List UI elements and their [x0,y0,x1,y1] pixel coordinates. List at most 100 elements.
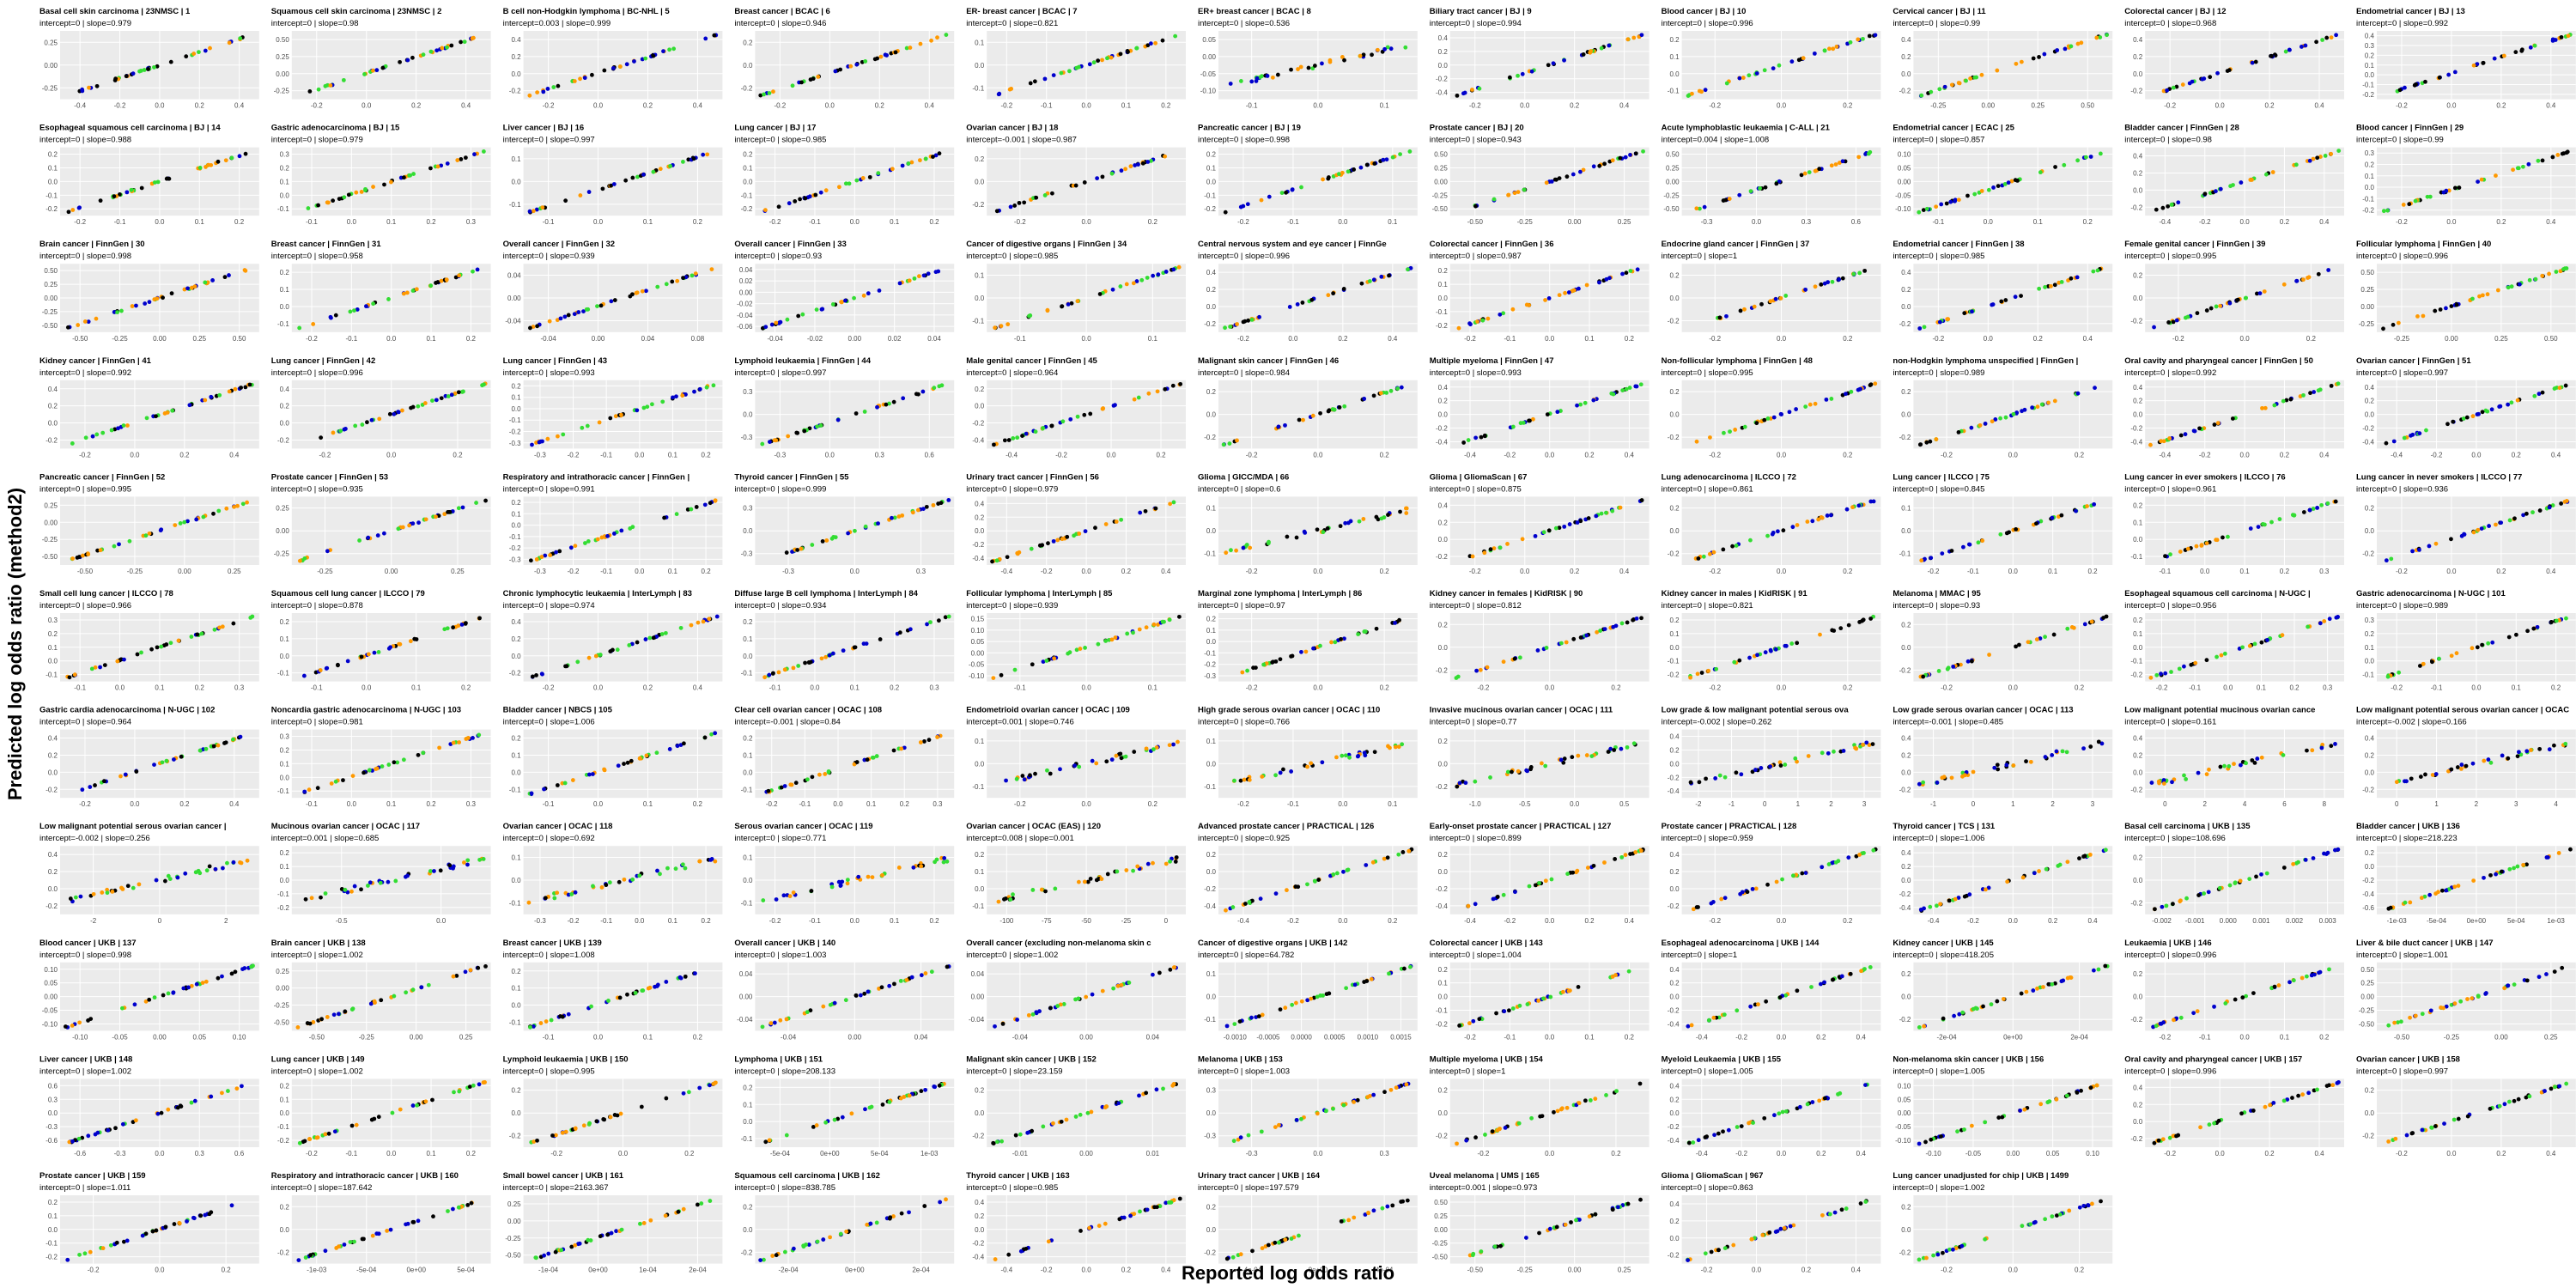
data-point [1463,781,1468,786]
data-point [767,440,772,445]
data-point [2064,750,2069,755]
y-tick-label: -0.2 [2130,204,2142,211]
data-point [2470,761,2476,766]
data-point [227,40,232,46]
data-point [1153,40,1158,46]
data-point [1027,313,1031,319]
x-tick-label: 0.1 [850,684,860,692]
y-tick-label: 0.0 [1438,411,1449,419]
facet-panel: Male genital cancer | FinnGen | 45interc… [966,356,1186,459]
data-point [2459,766,2464,771]
y-tick-label: -0.2 [1668,434,1680,441]
data-point [573,890,578,895]
y-tick-label: 0.04 [739,266,753,274]
data-point [1456,325,1461,331]
y-tick-label: 0.0 [1206,178,1217,185]
data-point [2454,651,2459,656]
facet-title: Male genital cancer | FinnGen | 45 [966,356,1097,366]
data-point [1176,264,1182,270]
data-point [1581,167,1586,173]
facet-regression-label: intercept=0 | slope=0.994 [1430,19,1522,28]
x-tick-label: 0.0 [593,800,604,808]
data-point [134,303,138,308]
y-tick-label: 0.2 [2133,617,2143,624]
data-point [396,410,401,415]
data-point [1936,669,1941,673]
data-point [309,896,314,901]
data-point [678,625,683,630]
x-tick-label: 0.1 [890,917,900,925]
data-point [117,192,122,197]
x-tick-label: 0.2 [453,451,463,459]
x-tick-label: 0.0 [2446,218,2457,226]
data-point [1633,151,1638,156]
data-point [586,190,592,194]
data-point [460,505,465,510]
data-point [1289,67,1293,72]
data-point [2336,149,2342,154]
data-point [1830,628,1835,633]
data-point [463,155,468,161]
data-point [539,671,544,677]
y-tick-label: -0.2 [1899,88,1911,95]
data-point [1361,517,1366,521]
data-point [1238,79,1243,83]
data-point [2303,43,2308,48]
y-tick-label: -0.2 [277,904,289,912]
x-tick-label: 0.1 [866,800,877,808]
data-point [2451,419,2456,424]
facet-regression-label: intercept=-0.002 | slope=0.262 [1662,718,1772,727]
y-tick-label: 0.00 [507,295,521,302]
data-point [1367,279,1372,283]
data-point [1741,76,1746,80]
data-point [216,508,222,513]
facet-title: Chronic lymphocytic leukaemia | InterLym… [503,589,692,598]
data-point [1066,301,1071,307]
data-point [459,622,465,627]
data-point [1591,164,1596,169]
y-tick-label: 0.2 [2365,751,2375,759]
data-point [1765,416,1771,421]
data-point [758,93,763,98]
data-point [1602,627,1607,631]
data-point [854,62,860,67]
data-point [581,309,586,314]
facet-regression-label: intercept=0 | slope=0.821 [1662,601,1753,611]
data-point [477,857,483,862]
data-point [2518,282,2522,287]
data-point [2215,421,2221,426]
data-point [2479,177,2484,182]
facet-title: Basal cell skin carcinoma | 23NMSC | 1 [39,7,191,16]
data-point [2202,191,2208,197]
data-point [1050,191,1054,196]
x-tick-label: -0.2 [79,800,91,808]
data-point [170,408,175,413]
y-tick-label: -0.50 [42,322,58,330]
facet-title: Lymphoid leukaemia | FinnGen | 44 [734,356,871,366]
data-point [2485,292,2490,297]
x-tick-label: 0.0 [386,451,397,459]
y-tick-label: 0.1 [975,39,985,46]
data-point [856,874,861,879]
x-tick-label: 0.2 [1570,568,1580,575]
y-tick-label: 0.0 [975,295,985,302]
data-point [1109,757,1115,762]
x-tick-label: -0.1 [1014,684,1026,692]
x-tick-label: 0.4 [234,102,245,110]
x-tick-label: -0.25 [127,568,143,575]
y-tick-label: -0.05 [1895,191,1911,199]
data-point [2449,537,2453,542]
y-tick-label: -0.1 [1899,550,1911,558]
data-point [1853,745,1857,750]
data-point [942,856,947,860]
data-point [1495,895,1500,899]
data-point [667,747,672,751]
data-point [810,775,815,780]
data-point [1336,172,1341,177]
facet-regression-label: intercept=0 | slope=0.968 [2124,19,2216,28]
data-point [1221,442,1226,447]
facet-panel: Urinary tract cancer | FinnGen | 56inter… [966,472,1186,575]
data-point [2314,39,2319,45]
data-point [1136,162,1140,167]
